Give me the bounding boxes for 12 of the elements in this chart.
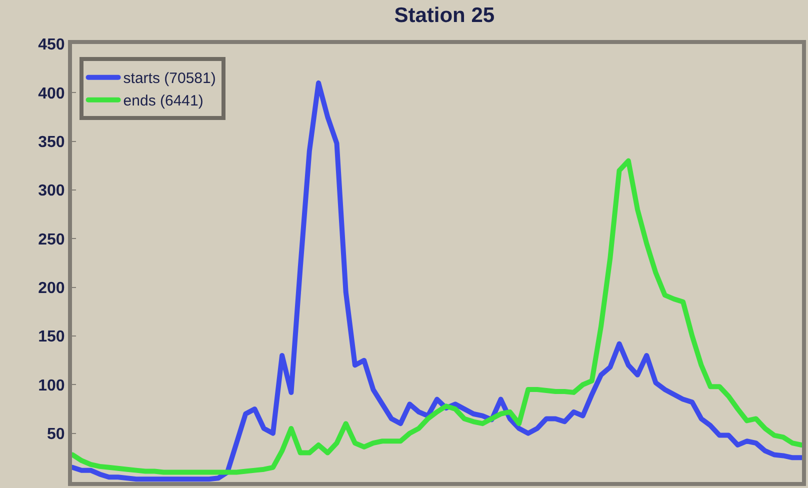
y-tick-label: 150 xyxy=(38,328,65,346)
y-tick-label: 450 xyxy=(38,36,65,54)
legend-label: starts (70581) xyxy=(123,70,216,88)
y-tick-label: 300 xyxy=(38,182,65,200)
y-tick-label: 100 xyxy=(38,377,65,394)
y-tick-label: 200 xyxy=(38,280,65,297)
y-tick-label: 50 xyxy=(47,426,65,443)
y-tick-label: 350 xyxy=(38,134,65,151)
chart-title: Station 25 xyxy=(394,4,495,28)
y-tick-label: 250 xyxy=(38,231,65,248)
legend-label: ends (6441) xyxy=(123,92,204,110)
y-tick-label: 400 xyxy=(38,85,65,102)
